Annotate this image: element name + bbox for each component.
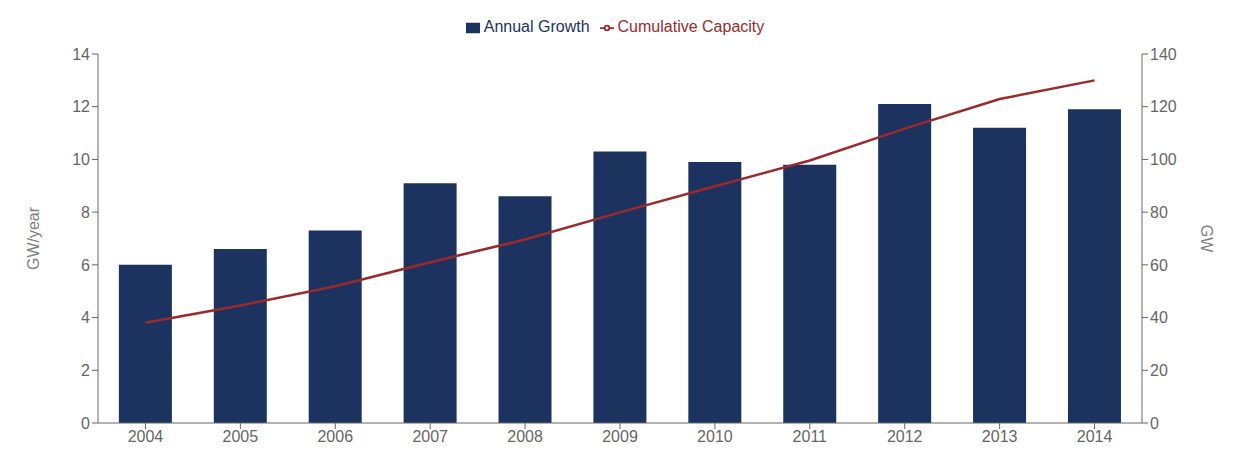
svg-text:60: 60 [1150,257,1168,274]
svg-text:2005: 2005 [223,428,259,445]
svg-text:2012: 2012 [887,428,923,445]
svg-text:2004: 2004 [128,428,164,445]
svg-text:6: 6 [81,257,90,274]
svg-text:80: 80 [1150,204,1168,221]
svg-text:GW: GW [1198,225,1215,253]
svg-text:2014: 2014 [1077,428,1113,445]
svg-text:2010: 2010 [697,428,733,445]
svg-text:10: 10 [72,151,90,168]
svg-text:8: 8 [81,204,90,221]
svg-text:2007: 2007 [412,428,448,445]
html-text:Annual Growth: Annual Growth [483,18,590,35]
svg-text:2008: 2008 [507,428,543,445]
svg-text:20: 20 [1150,362,1168,379]
svg-text:4: 4 [81,309,90,326]
html-text:Cumulative Capacity: Cumulative Capacity [617,18,765,35]
svg-text:120: 120 [1150,98,1177,115]
svg-text:0: 0 [1150,415,1159,432]
svg-text:40: 40 [1150,309,1168,326]
svg-text:2013: 2013 [982,428,1018,445]
svg-text:GW/year: GW/year [25,206,42,270]
svg-text:12: 12 [72,98,90,115]
svg-text:14: 14 [72,46,90,63]
svg-text:2009: 2009 [602,428,638,445]
svg-text:2011: 2011 [793,428,828,445]
svg-text:100: 100 [1150,151,1177,168]
svg-text:140: 140 [1150,46,1177,63]
svg-text:2006: 2006 [317,428,353,445]
svg-text:2: 2 [81,362,90,379]
svg-text:0: 0 [81,415,90,432]
